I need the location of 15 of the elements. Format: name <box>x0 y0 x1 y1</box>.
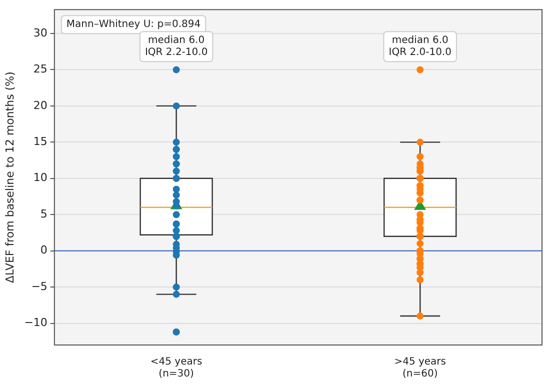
y-tick-label: 0 <box>40 244 48 257</box>
y-tick-label: −10 <box>24 316 48 330</box>
y-tick-label: 25 <box>33 62 48 76</box>
y-tick-label: −5 <box>31 280 48 293</box>
y-tick-label: 15 <box>33 135 48 148</box>
x-tick-label: <45 years (n=30) <box>150 356 202 380</box>
y-tick-label: 30 <box>33 26 48 40</box>
y-tick-label: 5 <box>40 207 48 220</box>
x-tick-label: >45 years (n=60) <box>394 356 446 380</box>
y-axis-title: ΔLVEF from baseline to 12 months (%) <box>3 72 16 284</box>
y-tick-label: 20 <box>33 98 48 112</box>
annotation: median 6.0 IQR 2.0-10.0 <box>388 35 452 58</box>
annotation: median 6.0 IQR 2.2-10.0 <box>144 35 208 58</box>
annotation: Mann–Whitney U: p=0.894 <box>66 19 201 30</box>
y-tick-label: 10 <box>33 171 48 184</box>
